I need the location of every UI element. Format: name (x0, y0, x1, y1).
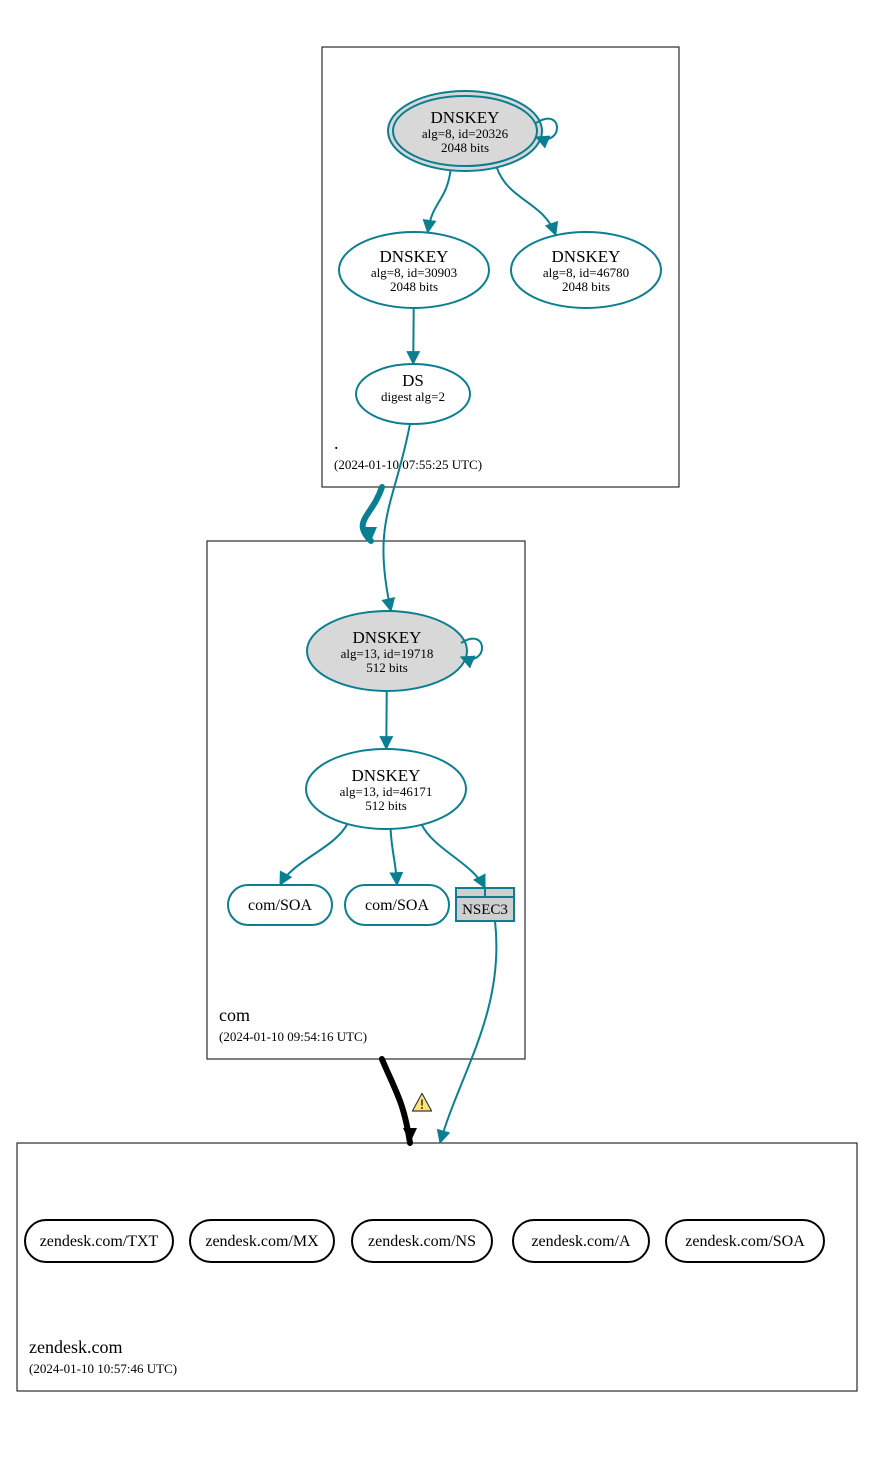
zone-root-label: . (334, 433, 339, 453)
node-title: DS (402, 371, 424, 390)
edge-zsk-child (280, 824, 347, 885)
zone-root-timestamp: (2024-01-10 07:55:25 UTC) (334, 457, 482, 472)
node-root_zsk1: DNSKEYalg=8, id=309032048 bits (339, 232, 489, 308)
node-sub2: 2048 bits (390, 279, 438, 294)
node-sub2: 512 bits (366, 660, 408, 675)
edge-nsec3-to-zendesk (440, 921, 496, 1143)
node-sub1: alg=8, id=46780 (543, 265, 629, 280)
zone-zendesk-timestamp: (2024-01-10 10:57:46 UTC) (29, 1361, 177, 1376)
rr-label: zendesk.com/TXT (40, 1233, 159, 1250)
rr-label: zendesk.com/NS (368, 1233, 476, 1250)
node-root_zsk2: DNSKEYalg=8, id=467802048 bits (511, 232, 661, 308)
node-title: DNSKEY (552, 247, 621, 266)
rr-z_soa: zendesk.com/SOA (666, 1220, 824, 1262)
rr-z_mx: zendesk.com/MX (190, 1220, 334, 1262)
node-sub2: 2048 bits (562, 279, 610, 294)
edge-zsk-child (422, 825, 485, 888)
node-sub1: alg=8, id=30903 (371, 265, 457, 280)
node-sub2: 2048 bits (441, 140, 489, 155)
edge-ds-to-com (383, 424, 410, 611)
rr-label: com/SOA (365, 897, 429, 914)
rr-com_soa2: com/SOA (345, 885, 449, 925)
zone-com-timestamp: (2024-01-10 09:54:16 UTC) (219, 1029, 367, 1044)
zone-zendesk-label: zendesk.com (29, 1337, 122, 1357)
delegation-arrowhead (403, 1128, 417, 1143)
node-sub1: alg=13, id=19718 (341, 646, 434, 661)
rr-z_a: zendesk.com/A (513, 1220, 649, 1262)
node-root_ds: DSdigest alg=2 (356, 364, 470, 424)
warning-icon (412, 1093, 431, 1111)
rr-z_txt: zendesk.com/TXT (25, 1220, 173, 1262)
node-sub1: digest alg=2 (381, 389, 445, 404)
rr-label: zendesk.com/SOA (685, 1233, 805, 1250)
nsec3-box: NSEC3 (456, 888, 514, 921)
rr-label: com/SOA (248, 897, 312, 914)
rr-label: zendesk.com/MX (205, 1233, 319, 1250)
nsec3-label: NSEC3 (462, 902, 508, 918)
node-sub1: alg=13, id=46171 (340, 784, 433, 799)
rr-z_ns: zendesk.com/NS (352, 1220, 492, 1262)
edge-zsk-child (391, 829, 397, 885)
zone-com-label: com (219, 1005, 250, 1025)
node-com_zsk: DNSKEYalg=13, id=46171512 bits (306, 749, 466, 829)
zone-zendesk: zendesk.com (2024-01-10 10:57:46 UTC) (17, 1143, 857, 1391)
node-title: DNSKEY (352, 766, 421, 785)
node-title: DNSKEY (431, 108, 500, 127)
node-sub2: 512 bits (365, 798, 407, 813)
node-title: DNSKEY (380, 247, 449, 266)
rr-com_soa1: com/SOA (228, 885, 332, 925)
edge (497, 167, 556, 235)
node-sub1: alg=8, id=20326 (422, 126, 509, 141)
rr-label: zendesk.com/A (531, 1233, 631, 1250)
node-root_ksk: DNSKEYalg=8, id=203262048 bits (388, 91, 542, 171)
node-title: DNSKEY (353, 628, 422, 647)
edge (428, 170, 451, 232)
node-com_ksk: DNSKEYalg=13, id=19718512 bits (307, 611, 467, 691)
